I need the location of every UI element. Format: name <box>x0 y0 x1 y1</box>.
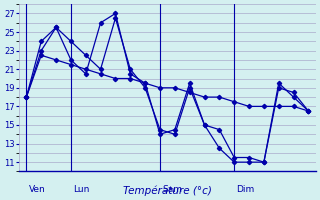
X-axis label: Température (°c): Température (°c) <box>123 185 212 196</box>
Text: Lun: Lun <box>73 185 90 194</box>
Text: Sam: Sam <box>162 185 182 194</box>
Text: Dim: Dim <box>236 185 255 194</box>
Text: Ven: Ven <box>28 185 45 194</box>
